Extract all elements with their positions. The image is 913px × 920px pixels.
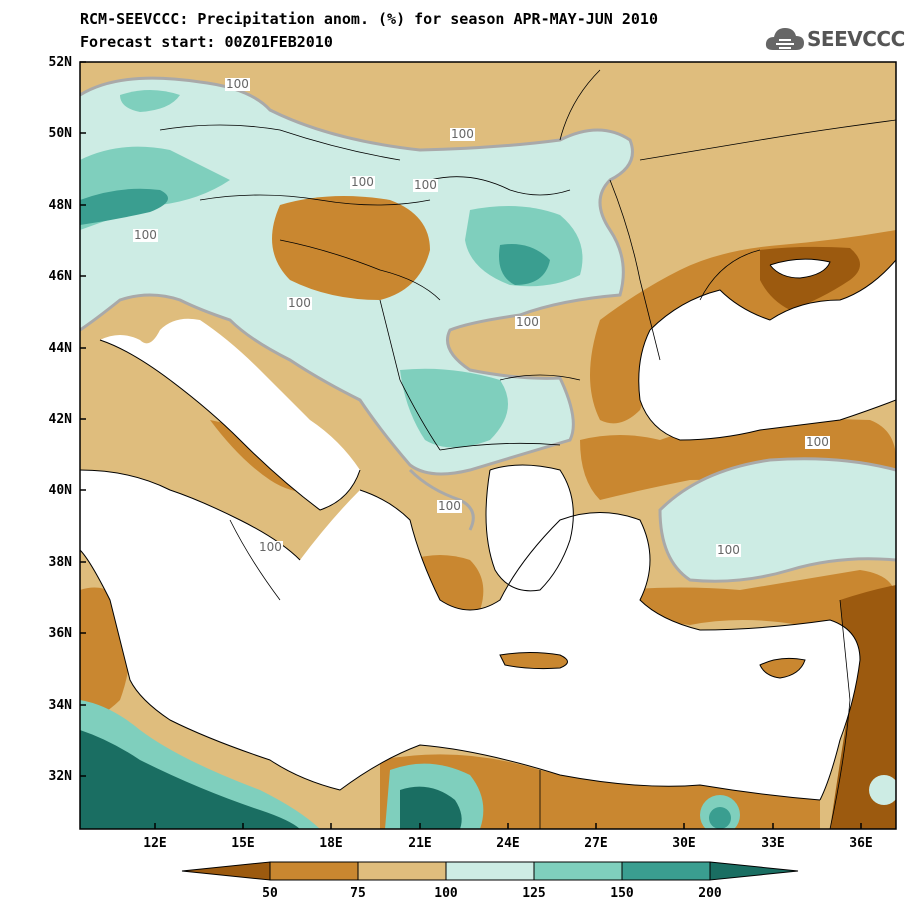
sea-of-azov (770, 259, 830, 278)
colorbar-segment-125-150 (533, 861, 623, 881)
colorbar-segment-75-100 (357, 861, 447, 881)
lon-label-27e: 27E (584, 836, 608, 851)
contour-label: 100 (287, 296, 312, 310)
lat-label-36n: 36N (48, 626, 72, 641)
lon-label-21e: 21E (408, 836, 432, 851)
mid-teal-spot-egypt (709, 807, 731, 829)
contour-label: 100 (450, 127, 475, 141)
colorbar-segment-50-75 (269, 861, 359, 881)
logo-text: SEEVCCC (807, 27, 905, 51)
lat-label-42n: 42N (48, 412, 72, 427)
aegean-sea-gap (486, 465, 574, 591)
axis-ticks (80, 61, 862, 829)
map-title: RCM-SEEVCCC: Precipitation anom. (%) for… (80, 10, 658, 28)
lat-label-48n: 48N (48, 198, 72, 213)
map-field (80, 62, 896, 829)
contour-100-line (80, 76, 634, 476)
brown-area-greece (410, 555, 484, 618)
black-sea (638, 260, 896, 440)
contour-label: 100 (258, 540, 283, 554)
adriatic-ionian-sea (100, 318, 360, 510)
crete-island (499, 652, 568, 670)
seevccc-logo: SEEVCCC (765, 22, 905, 56)
lat-label-32n: 32N (48, 769, 72, 784)
colorbar-segment-below-50 (181, 861, 271, 881)
lon-label-18e: 18E (319, 836, 343, 851)
brown-area-hungary (272, 196, 430, 300)
mid-teal-area-alps (80, 188, 168, 225)
lon-label-36e: 36E (849, 836, 873, 851)
teal-area-poland (120, 90, 180, 112)
country-borders (159, 69, 896, 829)
dark-teal-area-libya-east (400, 786, 462, 829)
lat-label-40n: 40N (48, 483, 72, 498)
lon-label-30e: 30E (672, 836, 696, 851)
colorbar-segment-above-200 (709, 861, 799, 881)
forecast-start-label: Forecast start: 00Z01FEB2010 (80, 33, 333, 51)
colorbar-segment-150-200 (621, 861, 711, 881)
lat-label-52n: 52N (48, 55, 72, 70)
mid-teal-area-hungary (499, 244, 550, 285)
lon-label-15e: 15E (231, 836, 255, 851)
lat-label-50n: 50N (48, 126, 72, 141)
contour-label: 100 (133, 228, 158, 242)
colorbar (181, 861, 799, 881)
lat-label-46n: 46N (48, 269, 72, 284)
dark-teal-area-libya-west (80, 730, 300, 829)
contour-label: 100 (805, 435, 830, 449)
lat-label-44n: 44N (48, 341, 72, 356)
map-frame (79, 61, 897, 830)
colorbar-label-50: 50 (262, 886, 278, 901)
colorbar-label-150: 150 (610, 886, 634, 901)
colorbar-label-125: 125 (522, 886, 546, 901)
colorbar-label-75: 75 (350, 886, 366, 901)
lon-label-33e: 33E (761, 836, 785, 851)
lat-label-34n: 34N (48, 698, 72, 713)
colorbar-segment-100-125 (445, 861, 535, 881)
contour-100-line-anatolia (658, 457, 896, 583)
contour-label: 100 (413, 178, 438, 192)
lon-label-12e: 12E (143, 836, 167, 851)
contour-label: 100 (515, 315, 540, 329)
contour-label: 100 (716, 543, 741, 557)
lon-label-24e: 24E (496, 836, 520, 851)
colorbar-label-100: 100 (434, 886, 458, 901)
contour-label: 100 (225, 77, 250, 91)
contour-label: 100 (437, 499, 462, 513)
cloud-icon (765, 28, 804, 50)
colorbar-label-200: 200 (698, 886, 722, 901)
teal-area-balkans (400, 368, 508, 448)
lat-label-38n: 38N (48, 555, 72, 570)
coastlines (80, 258, 896, 801)
contour-label: 100 (350, 175, 375, 189)
cyprus-island (759, 657, 806, 679)
teal-spot-levant (869, 775, 896, 805)
